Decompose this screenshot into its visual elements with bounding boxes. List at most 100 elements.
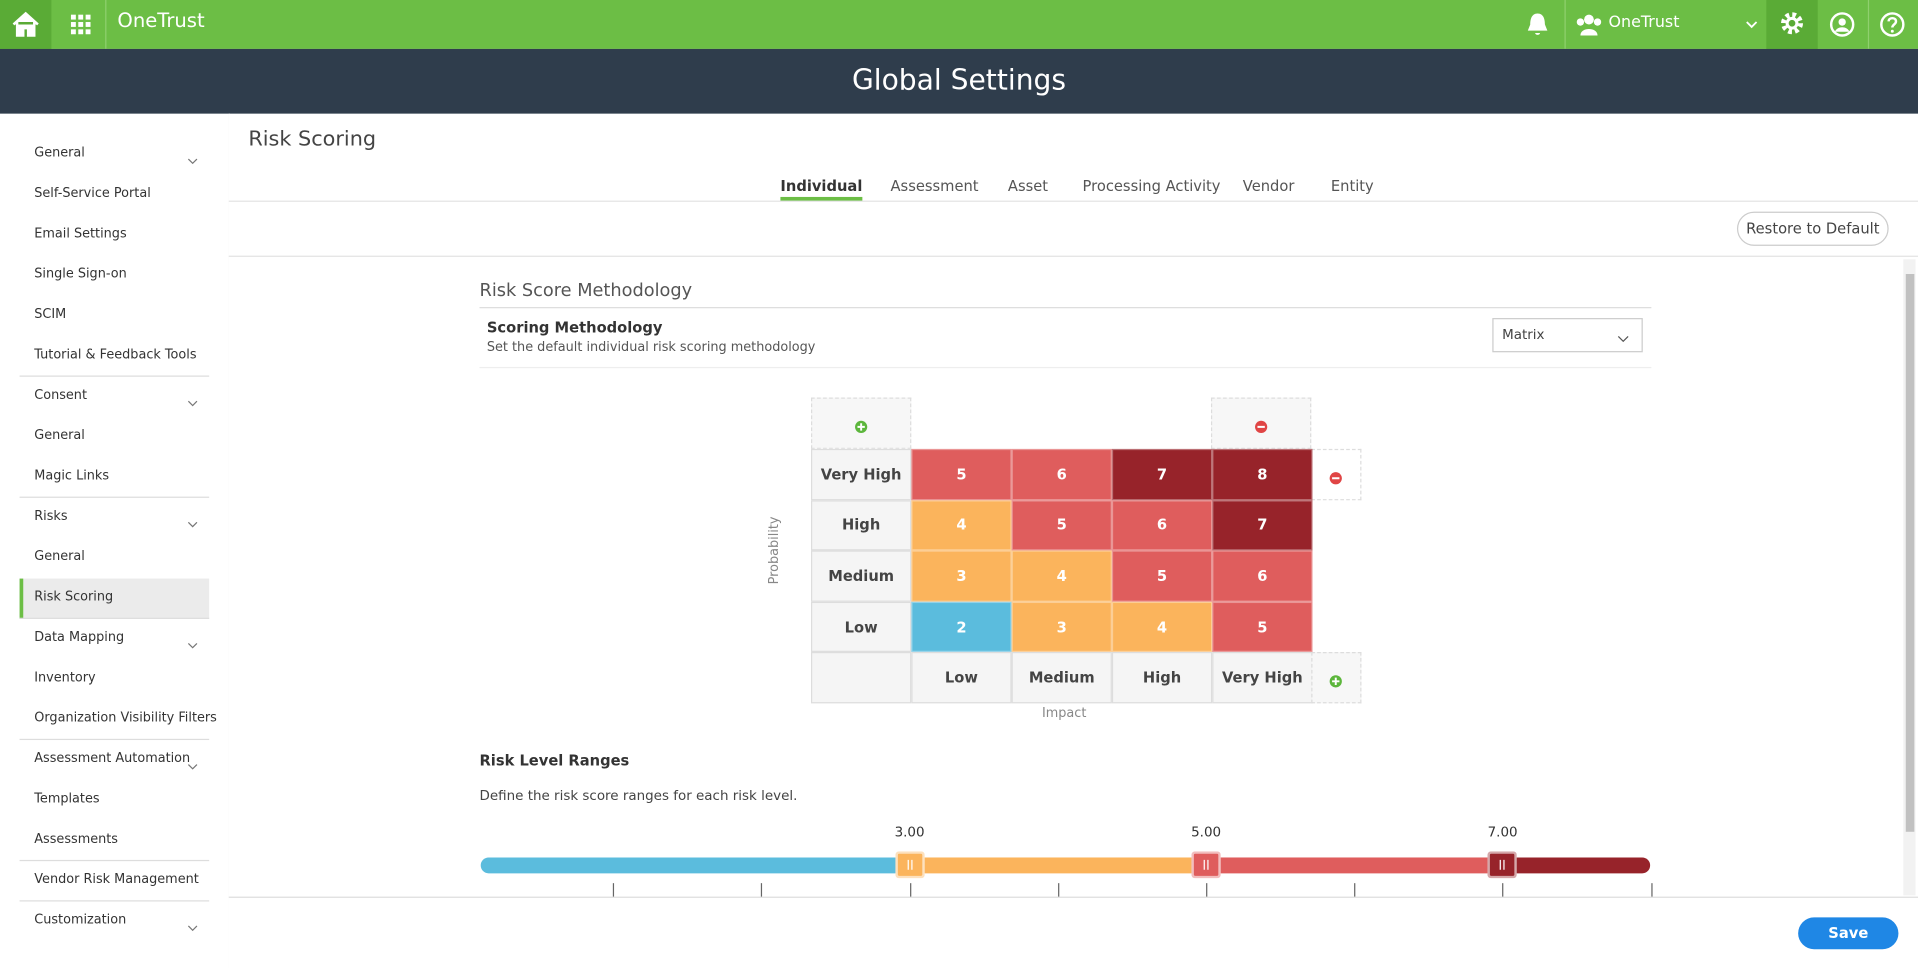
remove-column-slot	[1210, 397, 1312, 449]
sidebar-item[interactable]: General	[34, 428, 85, 443]
grip	[1500, 859, 1506, 870]
range-segment	[909, 857, 1207, 874]
matrix-cell: 6	[1011, 448, 1112, 500]
column-label: Medium	[1011, 652, 1112, 704]
save-button[interactable]: Save	[1798, 917, 1899, 950]
slider-tick	[1206, 883, 1208, 897]
apps-button[interactable]	[57, 0, 103, 49]
tab[interactable]: Entity	[1330, 177, 1374, 195]
sidebar-item[interactable]: Customization	[34, 912, 127, 928]
sidebar-item[interactable]: SCIM	[34, 307, 67, 322]
setting-label: Scoring Methodology	[486, 319, 663, 337]
matrix-cell: 5	[1212, 601, 1313, 653]
org-switcher[interactable]: OneTrust	[1608, 13, 1680, 32]
org-icon	[1576, 14, 1602, 36]
range-segment	[1502, 857, 1651, 874]
slider-handle[interactable]	[894, 851, 925, 879]
ranges-title: Risk Level Ranges	[479, 752, 630, 770]
setting-description: Set the default individual risk scoring …	[486, 340, 816, 355]
sidebar-item[interactable]: Vendor Risk Management	[34, 872, 199, 887]
row-label: High	[810, 499, 912, 551]
matrix-cell: 5	[1011, 499, 1112, 551]
restore-button[interactable]: Restore to Default	[1736, 211, 1889, 246]
sidebar-item[interactable]: Assessment Automation	[34, 751, 191, 766]
sidebar-item[interactable]: Data Mapping	[34, 629, 125, 645]
threshold-label: 7.00	[1487, 824, 1518, 841]
sidebar-divider	[19, 738, 210, 741]
slider-tick	[1354, 883, 1356, 897]
profile-icon[interactable]	[1827, 10, 1856, 39]
chevron	[187, 511, 198, 534]
chevron	[187, 390, 198, 413]
tab-indicator	[780, 196, 863, 201]
chevron	[1746, 21, 1758, 29]
sidebar-item[interactable]: Risk Scoring	[34, 589, 114, 605]
tab[interactable]: Assessment	[890, 177, 979, 195]
remove-row[interactable]	[1328, 467, 1343, 490]
threshold-label: 3.00	[894, 824, 925, 841]
sidebar-item[interactable]: Inventory	[34, 670, 96, 686]
tab[interactable]: Processing Activity	[1082, 177, 1221, 195]
sidebar-item[interactable]: Self-Service Portal	[34, 185, 151, 201]
slider-tick	[613, 883, 615, 897]
scrollbar-thumb[interactable]	[1905, 274, 1915, 832]
grip	[1203, 859, 1209, 870]
sidebar-item[interactable]: Consent	[34, 387, 88, 403]
tab[interactable]: Asset	[1007, 177, 1049, 195]
matrix-cell: 6	[1111, 499, 1213, 551]
section-title: Risk Score Methodology	[479, 281, 693, 301]
matrix-cell: 7	[1111, 448, 1213, 500]
sidebar-divider	[19, 900, 210, 902]
chevron	[187, 754, 198, 777]
slider-tick	[909, 883, 911, 897]
sidebar-item[interactable]: Assessments	[34, 831, 119, 847]
slider-handle[interactable]	[1191, 851, 1221, 879]
x-axis-label: Impact	[1041, 705, 1087, 721]
matrix-cell: 4	[911, 499, 1012, 551]
add-row[interactable]	[854, 416, 869, 439]
divider	[105, 0, 107, 49]
add-column[interactable]	[1328, 671, 1343, 694]
sidebar-item[interactable]: Single Sign-on	[34, 266, 127, 282]
settings-icon	[1781, 12, 1804, 35]
range-segment	[480, 857, 910, 874]
rule	[228, 200, 1918, 202]
tab[interactable]: Vendor	[1242, 177, 1295, 195]
footer	[228, 896, 1918, 968]
help-icon[interactable]	[1878, 10, 1907, 39]
slider-tick	[1057, 883, 1060, 897]
notifications-icon[interactable]	[1523, 10, 1552, 39]
corner	[810, 652, 912, 704]
remove-column[interactable]	[1254, 416, 1269, 439]
sidebar-divider	[19, 859, 210, 862]
matrix-cell: 8	[1212, 448, 1313, 500]
sidebar-item[interactable]: Organization Visibility Filters	[34, 710, 217, 726]
row-label: Medium	[810, 550, 912, 602]
rule	[228, 255, 1918, 257]
select-value: Matrix	[1502, 326, 1545, 343]
sidebar-item[interactable]: Templates	[34, 791, 100, 807]
range-segment	[1206, 857, 1503, 874]
chevron	[187, 915, 198, 938]
slider-tick	[1502, 883, 1504, 897]
slider-handle[interactable]	[1487, 851, 1518, 879]
sidebar-item[interactable]: Risks	[34, 508, 68, 524]
sidebar-item[interactable]: General	[34, 549, 85, 564]
sidebar-item[interactable]: General	[34, 145, 85, 161]
tab[interactable]: Individual	[780, 177, 863, 195]
sidebar-item[interactable]: Email Settings	[34, 226, 127, 241]
sidebar-item[interactable]: Magic Links	[34, 468, 110, 484]
home-button[interactable]	[0, 0, 52, 49]
settings-button[interactable]	[1766, 0, 1818, 49]
sidebar-divider	[19, 617, 210, 619]
ranges-description: Define the risk score ranges for each ri…	[479, 787, 798, 804]
sidebar-item[interactable]: Tutorial & Feedback Tools	[34, 347, 197, 363]
matrix-cell: 2	[911, 601, 1012, 653]
slider-tick	[1650, 883, 1653, 897]
grip	[907, 859, 913, 870]
methodology-select[interactable]: Matrix	[1492, 318, 1643, 353]
threshold-label: 5.00	[1191, 824, 1222, 841]
column-label: Low	[911, 652, 1012, 704]
